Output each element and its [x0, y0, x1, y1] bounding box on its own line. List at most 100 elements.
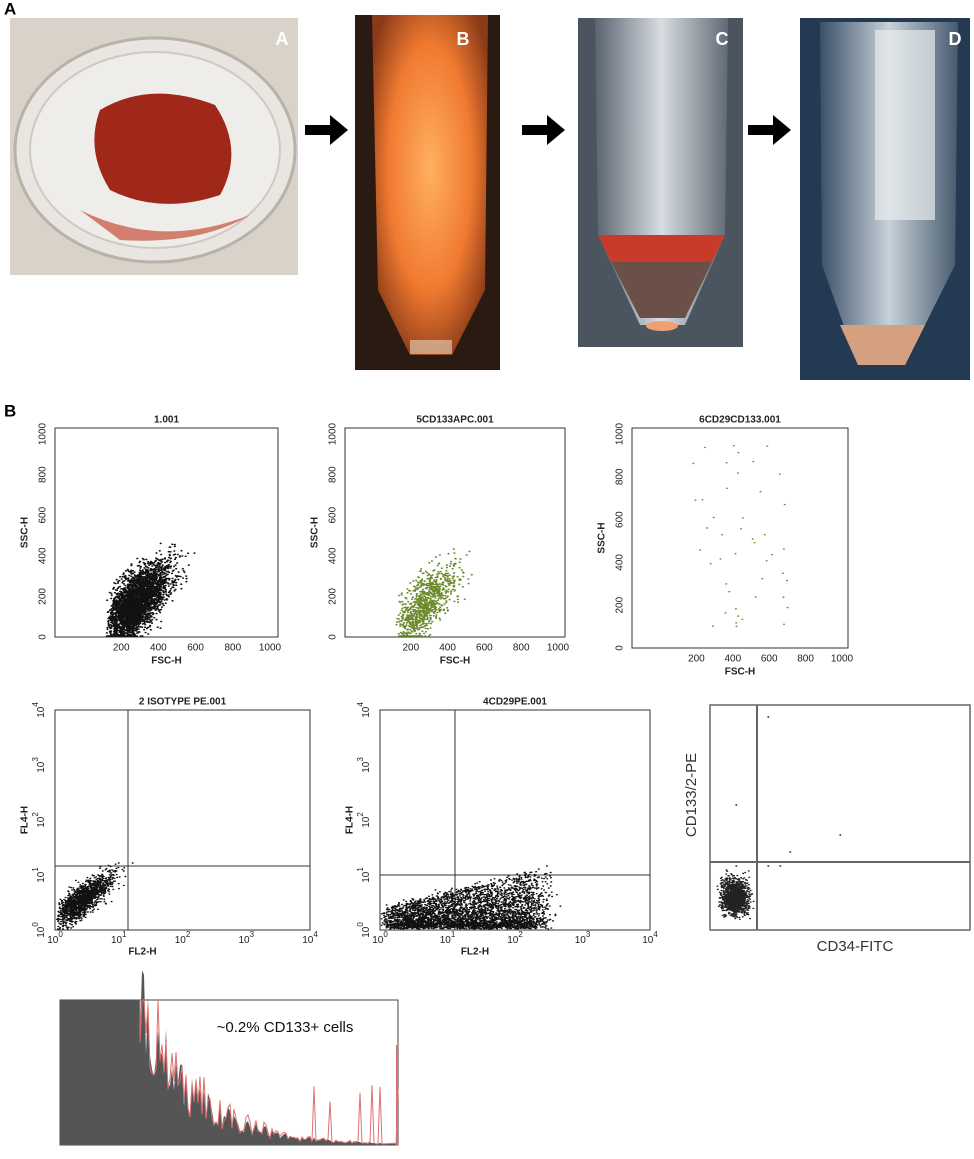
x-tick-label: 103	[575, 930, 591, 946]
x-tick-label: 101	[440, 930, 456, 946]
axis-label: SSC-H	[310, 517, 321, 548]
tick-base: 10	[36, 926, 47, 938]
y-tick-label: 400	[615, 554, 626, 571]
axis-label: FL2-H	[461, 947, 489, 958]
tick-base: 10	[238, 935, 250, 946]
tick-exp: 0	[31, 922, 40, 927]
y-tick-label: 0	[615, 645, 626, 651]
y-tick-label: 101	[356, 867, 372, 883]
dot-cloud	[105, 542, 196, 637]
tick-exp: 2	[31, 812, 40, 817]
x-tick-label: 104	[642, 930, 658, 946]
axis-label: FSC-H	[725, 667, 756, 678]
axis-label: FL4-H	[20, 806, 31, 834]
tick-exp: 1	[451, 930, 456, 939]
x-tick-label: 400	[724, 654, 741, 665]
dot-cloud	[395, 548, 473, 637]
x-tick-label: 102	[507, 930, 523, 946]
x-tick-label: 600	[187, 643, 204, 654]
y-tick-label: 400	[328, 547, 339, 564]
plot-frame	[709, 704, 971, 931]
tick-base: 10	[175, 935, 187, 946]
dot-cloud	[692, 445, 789, 628]
tick-exp: 1	[356, 867, 365, 872]
y-tick-label: 101	[31, 867, 47, 883]
y-tick-label: 1000	[615, 422, 626, 445]
tick-exp: 1	[122, 930, 127, 939]
y-tick-label: 0	[328, 634, 339, 640]
tick-base: 10	[47, 935, 59, 946]
x-tick-label: 102	[175, 930, 191, 946]
tick-base: 10	[507, 935, 519, 946]
histogram-outline	[139, 999, 399, 1145]
tick-exp: 4	[653, 930, 658, 939]
dot-cloud	[56, 862, 134, 930]
x-tick-label: 100	[372, 930, 388, 946]
dot-cloud	[380, 865, 562, 930]
x-tick-label: 200	[113, 643, 130, 654]
photo-label: D	[949, 29, 962, 49]
tick-base: 10	[361, 871, 372, 883]
plot-frame	[379, 709, 651, 931]
plot-frame	[344, 427, 566, 638]
tick-base: 10	[361, 926, 372, 938]
tick-base: 10	[642, 935, 654, 946]
tick-exp: 4	[31, 702, 40, 707]
x-tick-label: 100	[47, 930, 63, 946]
tick-base: 10	[36, 816, 47, 828]
tick-exp: 3	[586, 930, 591, 939]
plot-frame	[54, 709, 311, 931]
tick-base: 10	[440, 935, 452, 946]
photo: D	[800, 18, 970, 380]
tick-exp: 4	[313, 930, 318, 939]
plot-title: 6CD29CD133.001	[699, 415, 781, 426]
axis-label: CD133/2-PE	[683, 753, 700, 837]
y-tick-label: 600	[328, 506, 339, 523]
panel-label: A	[4, 0, 16, 18]
y-tick-label: 1000	[38, 422, 49, 445]
tick-exp: 0	[58, 930, 63, 939]
x-tick-label: 200	[688, 654, 705, 665]
axis-label: FSC-H	[440, 656, 471, 667]
y-tick-label: 200	[615, 596, 626, 613]
y-tick-label: 600	[38, 506, 49, 523]
y-tick-label: 1000	[328, 422, 339, 445]
axis-label: FSC-H	[151, 656, 182, 667]
y-tick-label: 800	[328, 466, 339, 483]
y-tick-label: 600	[615, 511, 626, 528]
x-tick-label: 400	[150, 643, 167, 654]
x-tick-label: 1000	[547, 643, 570, 654]
x-tick-label: 1000	[831, 654, 854, 665]
plot-title: 1.001	[154, 415, 179, 426]
y-tick-label: 400	[38, 547, 49, 564]
y-tick-label: 103	[356, 757, 372, 773]
axis-label: FL2-H	[128, 947, 156, 958]
arrow	[748, 115, 791, 145]
y-tick-label: 800	[38, 466, 49, 483]
x-tick-label: 104	[302, 930, 318, 946]
x-tick-label: 400	[439, 643, 456, 654]
y-tick-label: 104	[31, 702, 47, 718]
dot-cloud	[716, 716, 842, 920]
plot-frame	[631, 427, 849, 649]
tick-base: 10	[302, 935, 314, 946]
arrow	[522, 115, 565, 145]
tick-base: 10	[361, 706, 372, 718]
tick-base: 10	[575, 935, 587, 946]
y-tick-label: 200	[328, 588, 339, 605]
tick-exp: 1	[31, 867, 40, 872]
tick-exp: 0	[383, 930, 388, 939]
axis-label: CD34-FITC	[817, 938, 894, 955]
tick-exp: 4	[356, 702, 365, 707]
x-tick-label: 200	[402, 643, 419, 654]
tick-base: 10	[361, 761, 372, 773]
y-tick-label: 104	[356, 702, 372, 718]
tick-exp: 0	[356, 922, 365, 927]
y-tick-label: 102	[31, 812, 47, 828]
tick-exp: 2	[186, 930, 191, 939]
plot-title: 2 ISOTYPE PE.001	[139, 697, 227, 708]
tick-exp: 2	[356, 812, 365, 817]
panel-label: B	[4, 401, 16, 420]
tick-base: 10	[372, 935, 384, 946]
